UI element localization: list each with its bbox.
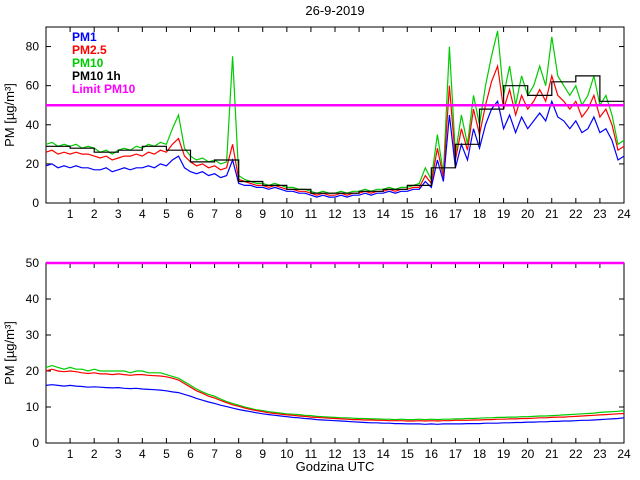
legend-pm2-5: PM2.5 (72, 43, 107, 57)
y-tick-label: 20 (26, 364, 40, 378)
x-tick-label: 7 (211, 447, 218, 461)
x-tick-label: 11 (305, 207, 318, 221)
ticks: 1 2 3 4 5 6 7 8 9 10 11 12 13 14 15 16 17 18 19 20 21 22 23 240… (26, 27, 631, 221)
series-pm2-5 (45, 63, 625, 196)
top-y-axis-label: PM [µg/m³] (2, 83, 17, 147)
bottom-plot: 1 2 3 4 5 6 7 8 9 10 11 12 13 14 15 16 17 18 19 20 21 22 23 240… (26, 256, 631, 461)
x-tick-label: 23 (593, 207, 607, 221)
x-tick-label: 20 (521, 207, 535, 221)
x-tick-label: 17 (449, 447, 463, 461)
y-tick-label: 80 (26, 40, 40, 54)
x-tick-label: 9 (259, 447, 266, 461)
x-tick-label: 21 (545, 447, 559, 461)
x-tick-label: 2 (91, 207, 98, 221)
x-tick-label: 22 (569, 207, 583, 221)
x-tick-label: 3 (115, 447, 122, 461)
y-tick-label: 10 (26, 400, 40, 414)
x-tick-label: 2 (91, 447, 98, 461)
top-plot: 1 2 3 4 5 6 7 8 9 10 11 12 13 14 15 16 17 18 19 20 21 22 23 240… (26, 26, 631, 221)
x-tick-label: 5 (163, 447, 170, 461)
series-pm2-5 (45, 368, 625, 422)
x-tick-label: 5 (163, 207, 170, 221)
x-tick-label: 1 (67, 447, 74, 461)
x-tick-label: 20 (521, 447, 535, 461)
figure-title: 26-9-2019 (305, 3, 364, 18)
x-tick-label: 14 (376, 207, 390, 221)
x-tick-label: 10 (280, 447, 294, 461)
series-pm1 (45, 384, 625, 425)
series-pm1 (45, 99, 625, 198)
x-tick-label: 6 (187, 447, 194, 461)
x-axis-label: Godzina UTC (296, 459, 375, 474)
x-tick-label: 7 (211, 207, 218, 221)
legend-pm1: PM1 (72, 30, 97, 44)
axes-box (45, 26, 625, 204)
legend-pm10-1h: PM10 1h (72, 69, 121, 83)
x-tick-label: 18 (473, 207, 487, 221)
legend-limit-pm10: Limit PM10 (72, 82, 136, 96)
x-tick-label: 16 (425, 447, 439, 461)
y-tick-label: 0 (32, 436, 39, 450)
x-tick-label: 6 (187, 207, 194, 221)
x-tick-label: 13 (352, 207, 366, 221)
x-tick-label: 9 (259, 207, 266, 221)
series-pm10 (45, 364, 625, 421)
x-tick-label: 8 (235, 207, 242, 221)
x-tick-label: 18 (473, 447, 487, 461)
y-tick-label: 40 (26, 118, 40, 132)
y-tick-label: 60 (26, 79, 40, 93)
legend-pm10: PM10 (72, 56, 104, 70)
y-tick-label: 40 (26, 292, 40, 306)
x-tick-label: 1 (67, 207, 74, 221)
x-tick-label: 17 (449, 207, 463, 221)
x-tick-label: 8 (235, 447, 242, 461)
ticks: 1 2 3 4 5 6 7 8 9 10 11 12 13 14 15 16 17 18 19 20 21 22 23 240… (26, 256, 631, 461)
x-tick-label: 15 (401, 447, 415, 461)
x-tick-label: 11 (305, 447, 318, 461)
x-tick-label: 22 (569, 447, 583, 461)
x-tick-label: 13 (352, 447, 366, 461)
x-tick-label: 15 (401, 207, 415, 221)
x-tick-label: 19 (497, 207, 511, 221)
y-tick-label: 50 (26, 256, 40, 270)
x-tick-label: 4 (139, 207, 146, 221)
bottom-y-axis-label: PM [µg/m³] (2, 321, 17, 385)
x-tick-label: 12 (328, 447, 342, 461)
x-tick-label: 21 (545, 207, 559, 221)
y-tick-label: 20 (26, 157, 40, 171)
x-tick-label: 19 (497, 447, 511, 461)
x-tick-label: 4 (139, 447, 146, 461)
y-tick-label: 0 (32, 196, 39, 210)
x-tick-label: 23 (593, 447, 607, 461)
x-tick-label: 3 (115, 207, 122, 221)
x-tick-label: 14 (376, 447, 390, 461)
x-tick-label: 12 (328, 207, 342, 221)
x-tick-label: 24 (617, 207, 631, 221)
series-pm10-1h (46, 75, 624, 194)
x-tick-label: 16 (425, 207, 439, 221)
x-tick-label: 10 (280, 207, 294, 221)
x-tick-label: 24 (617, 447, 631, 461)
y-tick-label: 30 (26, 328, 40, 342)
